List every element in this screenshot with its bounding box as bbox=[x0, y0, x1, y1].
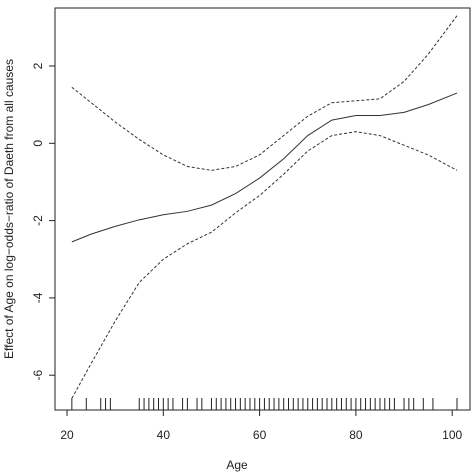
y-tick-label: 2 bbox=[31, 62, 45, 69]
fit-line bbox=[71, 92, 458, 243]
confidence-band bbox=[71, 131, 458, 399]
y-tick-label: -4 bbox=[31, 292, 45, 303]
y-tick-label: 0 bbox=[31, 140, 45, 147]
y-tick-label: -6 bbox=[31, 370, 45, 381]
x-tick-label: 80 bbox=[349, 428, 363, 442]
x-tick-label: 40 bbox=[157, 428, 171, 442]
x-tick-label: 60 bbox=[253, 428, 267, 442]
x-tick-label: 100 bbox=[442, 428, 462, 442]
x-tick-label: 20 bbox=[60, 428, 74, 442]
y-axis-label: Effect of Age on log−odds−ratio of Daeth… bbox=[2, 59, 16, 359]
plot-frame bbox=[54, 7, 471, 411]
y-tick-label: -2 bbox=[31, 215, 45, 226]
confidence-band bbox=[71, 15, 458, 171]
x-axis-label: Age bbox=[226, 458, 248, 472]
